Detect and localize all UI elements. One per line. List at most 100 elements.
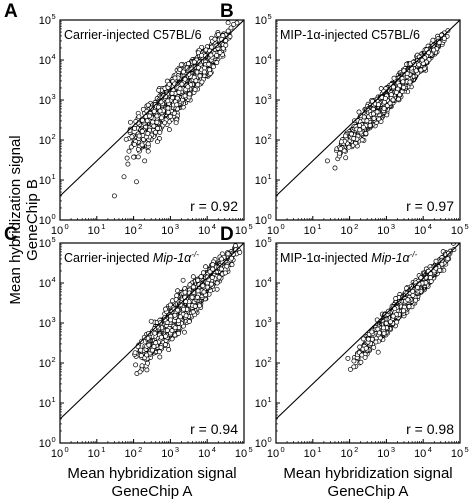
data-point [159,115,164,121]
correlation-value: r = 0.92 [190,198,238,214]
data-point [162,120,168,126]
data-point [124,155,130,161]
data-point [154,119,160,125]
data-point [231,21,237,27]
x-tick-label: 10 [161,225,173,237]
data-point [223,42,229,48]
data-point [139,128,145,134]
x-tick-label: 10 [235,225,247,237]
data-point [215,32,221,38]
y-tick-label: 10 [39,215,51,227]
data-point [193,78,199,84]
x-tick-exponent: 2 [138,222,142,231]
data-point [430,37,436,43]
data-point [128,144,134,150]
y-tick-label: 10 [39,135,51,147]
data-point [195,50,201,56]
y-tick-exponent: 3 [52,92,56,101]
data-point [179,81,185,87]
data-point [187,91,193,97]
data-point [208,52,214,58]
data-point [214,52,220,58]
data-point [227,34,233,39]
data-point [177,67,183,72]
y-tick-exponent: 1 [52,172,56,181]
identity-line [60,20,244,197]
y-tick-label: 10 [39,15,51,27]
data-point [185,61,191,67]
data-point [174,102,180,108]
data-point [189,66,195,72]
data-point [156,87,162,93]
data-point [418,67,424,73]
outlier-point [111,193,117,199]
data-point [155,104,161,110]
data-point [145,131,151,136]
y-tick-exponent: 5 [52,12,56,21]
data-point [153,129,158,135]
data-point [201,69,207,75]
data-point [192,87,198,92]
data-point [136,133,142,139]
data-point [151,108,157,114]
data-point [363,131,369,136]
data-point [155,125,161,131]
outlier-point [125,161,131,167]
data-point [173,120,179,126]
data-point [195,82,201,88]
data-point [151,123,157,129]
data-point [154,113,160,119]
data-point [126,148,132,154]
data-point [174,95,180,101]
data-point [145,102,151,108]
data-point [217,50,223,55]
data-point [214,60,220,65]
data-point [445,28,451,34]
data-point [127,119,133,125]
data-point [199,79,205,85]
data-point [178,62,184,68]
y-tick-label: 10 [39,175,51,187]
panel-letter: A [4,1,18,22]
data-point [212,36,218,42]
x-tick-label: 10 [51,225,63,237]
data-point [157,108,163,114]
x-tick-exponent: 4 [212,222,216,231]
data-point [170,95,175,101]
scatter-panel-b: 10 0 10 1 10 2 10 3 10 4 10 510 010 110 210 310 410 5BMIP… [220,1,469,237]
data-point [191,59,197,65]
y-tick-exponent: 0 [52,212,56,221]
data-point [228,25,234,31]
data-point [132,125,138,131]
x-tick-exponent: 1 [101,222,105,231]
outlier-point [145,141,151,147]
x-tick-label: 10 [124,225,136,237]
outlier-point [129,134,135,140]
plot-frame [59,19,245,221]
data-point [180,69,186,75]
y-tick-exponent: 2 [52,132,56,141]
data-point [145,148,151,154]
data-points [111,20,240,199]
scatter-panel-a: 10 0 10 1 10 2 10 3 10 4 10 510 010 110 210 310 410 5ACar… [4,1,253,237]
y-tick-exponent: 4 [52,52,56,61]
x-tick-label: 10 [88,225,100,237]
x-tick-exponent: 5 [249,222,253,231]
data-point [182,93,188,99]
data-point [202,53,208,59]
x-tick-label: 10 [198,225,210,237]
data-points [324,28,451,171]
data-point [166,81,172,87]
y-tick-label: 10 [39,55,51,67]
data-point [154,139,160,145]
outlier-point [134,179,139,185]
data-point [165,109,171,115]
data-point [165,105,171,111]
outlier-point [142,158,148,164]
data-point [202,65,208,71]
data-point [139,117,145,123]
data-point [359,137,365,143]
data-point [185,84,191,90]
data-point [135,154,141,160]
